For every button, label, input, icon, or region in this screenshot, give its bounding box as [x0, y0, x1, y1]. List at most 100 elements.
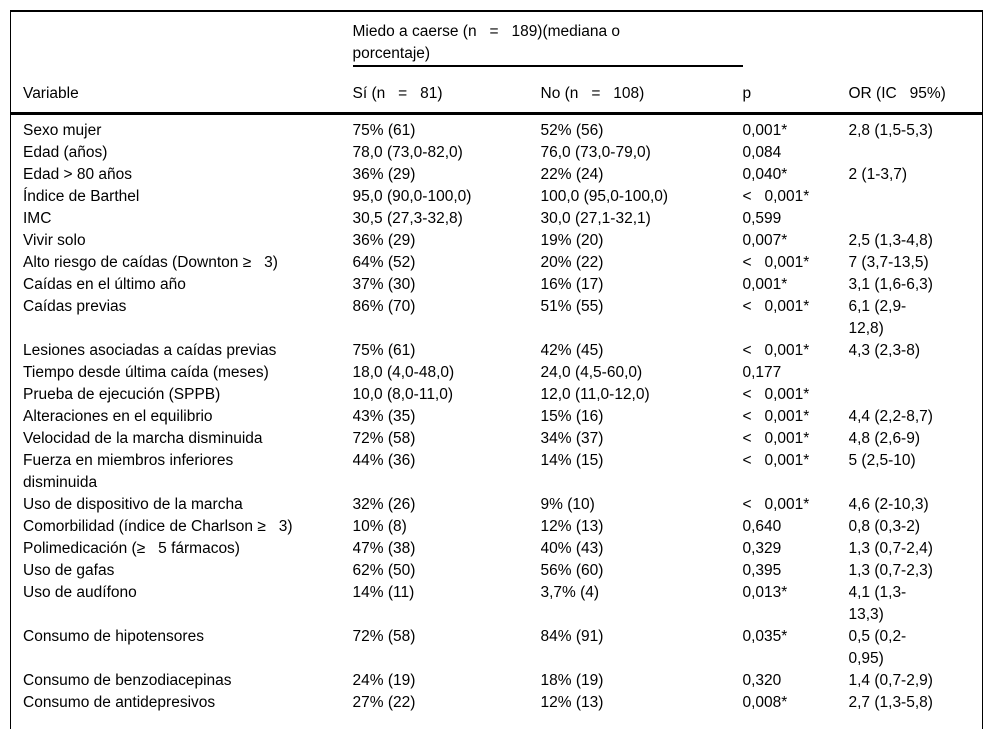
- cell-si: 36% (29): [352, 166, 416, 183]
- table-row: Índice de Barthel 95,0 (90,0-100,0) 100,0 …: [11, 186, 983, 208]
- cell-p: 0,013*: [742, 584, 788, 601]
- cell-p: 0,008*: [742, 694, 788, 711]
- table-header: Miedo a caerse (n = 189)(mediana o porce…: [10, 11, 983, 115]
- cell-p: < 0,001*: [742, 496, 810, 513]
- cell-si: 36% (29): [352, 232, 416, 249]
- cell-or: 4,3 (2,3-8): [848, 342, 921, 359]
- cell-si: 30,5 (27,3-32,8): [352, 210, 463, 227]
- cell-variable: Uso de audífono: [23, 584, 137, 601]
- table-row: Comorbilidad (índice de Charlson ≥ 3) 10%…: [11, 516, 983, 538]
- cell-si: 47% (38): [352, 540, 416, 557]
- cell-or: 7 (3,7-13,5): [848, 254, 929, 271]
- cell-si: 37% (30): [352, 276, 416, 293]
- cell-no: 76,0 (73,0-79,0): [540, 144, 651, 161]
- cell-p: 0,040*: [742, 166, 788, 183]
- cell-variable: Sexo mujer: [23, 122, 102, 139]
- cell-or: [849, 208, 983, 230]
- cell-or: [849, 142, 983, 164]
- cell-si: 86% (70): [352, 298, 416, 315]
- cell-or: [849, 384, 983, 406]
- cell-no: 18% (19): [540, 672, 604, 689]
- cell-or: 2 (1-3,7): [848, 166, 908, 183]
- table-row: Vivir solo 36% (29) 19% (20) 0,007* 2,5 (1,3…: [11, 230, 983, 252]
- cell-no: 42% (45): [540, 342, 604, 359]
- cell-variable: Lesiones asociadas a caídas previas: [23, 342, 277, 359]
- cell-p: 0,329: [742, 540, 782, 557]
- cell-or: 6,1 (2,9- 12,8): [848, 298, 907, 337]
- cell-or: 0,5 (0,2- 0,95): [848, 628, 907, 667]
- cell-p: 0,640: [742, 518, 782, 535]
- cell-si: 18,0 (4,0-48,0): [352, 364, 455, 381]
- cell-no: 20% (22): [540, 254, 604, 271]
- table-row: Velocidad de la marcha disminuida 72% (58…: [11, 428, 983, 450]
- cell-p: < 0,001*: [742, 342, 810, 359]
- cell-or: 5 (2,5-10): [848, 452, 916, 469]
- cell-no: 52% (56): [540, 122, 604, 139]
- cell-p: < 0,001*: [742, 298, 810, 315]
- cell-no: 12% (13): [540, 518, 604, 535]
- cell-variable: Índice de Barthel: [23, 188, 140, 205]
- cell-p: < 0,001*: [742, 430, 810, 447]
- cell-p: < 0,001*: [742, 386, 810, 403]
- cell-p: 0,001*: [742, 122, 788, 139]
- cell-si: 75% (61): [352, 122, 416, 139]
- table-row: Uso de dispositivo de la marcha 32% (26) 9…: [11, 494, 983, 516]
- cell-or: 4,1 (1,3- 13,3): [848, 584, 907, 623]
- cell-no: 16% (17): [540, 276, 604, 293]
- cell-variable: Consumo de hipotensores: [23, 628, 204, 645]
- cell-variable: Caídas en el último año: [23, 276, 186, 293]
- table-row: Caídas en el último año 37% (30) 16% (17) 0…: [11, 274, 983, 296]
- cell-p: 0,001*: [742, 276, 788, 293]
- cell-or: [849, 362, 983, 384]
- cell-si: 27% (22): [352, 694, 416, 711]
- cell-variable: Caídas previas: [23, 298, 127, 315]
- cell-variable: Comorbilidad (índice de Charlson ≥ 3): [23, 518, 293, 535]
- cell-variable: Alteraciones en el equilibrio: [23, 408, 213, 425]
- cell-no: 12,0 (11,0-12,0): [540, 386, 650, 403]
- cell-si: 32% (26): [352, 496, 416, 513]
- cell-si: 10,0 (8,0-11,0): [352, 386, 454, 403]
- table-row: Edad > 80 años 36% (29) 22% (24) 0,040* 2 (1…: [11, 164, 983, 186]
- cell-or: 4,6 (2-10,3): [848, 496, 929, 513]
- cell-or: 1,3 (0,7-2,3): [848, 562, 933, 579]
- cell-variable: Consumo de antidepresivos: [23, 694, 216, 711]
- cell-si: 10% (8): [352, 518, 407, 535]
- col-header-or: OR (IC 95%): [848, 66, 983, 115]
- table-row: Alto riesgo de caídas (Downton ≥ 3) 64% (…: [11, 252, 983, 274]
- cell-no: 30,0 (27,1-32,1): [540, 210, 651, 227]
- cell-si: 75% (61): [352, 342, 416, 359]
- cell-or: [849, 186, 983, 208]
- table-row: Sexo mujer 75% (61) 52% (56) 0,001* 2,8 (1,5…: [11, 114, 983, 143]
- column-header-row: Variable Sí (n = 81) No (n = 108) p OR (…: [10, 66, 983, 115]
- col-header-variable: Variable: [10, 66, 353, 115]
- cell-no: 3,7% (4): [540, 584, 600, 601]
- cell-or: 1,4 (0,7-2,9): [848, 672, 933, 689]
- cell-variable: Polimedicación (≥ 5 fármacos): [23, 540, 240, 557]
- cell-no: 24,0 (4,5-60,0): [540, 364, 643, 381]
- cell-no: 19% (20): [540, 232, 604, 249]
- cell-si: 72% (58): [352, 628, 416, 645]
- cell-no: 56% (60): [540, 562, 604, 579]
- cell-variable: Uso de gafas: [23, 562, 115, 579]
- span-header-spacer-p: [743, 11, 849, 66]
- cell-si: 14% (11): [352, 584, 415, 601]
- cell-or: 3,1 (1,6-6,3): [848, 276, 933, 293]
- table-row: Fuerza en miembros inferiores disminuida…: [11, 450, 983, 494]
- cell-si: 95,0 (90,0-100,0): [352, 188, 472, 205]
- cell-p: 0,320: [742, 672, 782, 689]
- cell-variable: Fuerza en miembros inferiores disminuida: [23, 452, 234, 491]
- table-row: Prueba de ejecución (SPPB) 10,0 (8,0-11,0…: [11, 384, 983, 406]
- cell-variable: IMC: [23, 210, 52, 227]
- table-body: Sexo mujer 75% (61) 52% (56) 0,001* 2,8 (1,5…: [11, 114, 983, 729]
- span-header-spacer-or: [849, 11, 983, 66]
- cell-no: 12% (13): [540, 694, 604, 711]
- cell-no: 22% (24): [540, 166, 604, 183]
- table-row: Lesiones asociadas a caídas previas 75% (…: [11, 340, 983, 362]
- cell-or: 2,5 (1,3-4,8): [848, 232, 933, 249]
- table-row: Edad (años) 78,0 (73,0-82,0) 76,0 (73,0-79…: [11, 142, 983, 164]
- col-header-si: Sí (n = 81): [352, 66, 541, 115]
- table-row: Consumo de benzodiacepinas 24% (19) 18% (1…: [11, 670, 983, 692]
- cell-variable: Tiempo desde última caída (meses): [23, 364, 269, 381]
- cell-no: 15% (16): [540, 408, 604, 425]
- cell-no: 100,0 (95,0-100,0): [540, 188, 669, 205]
